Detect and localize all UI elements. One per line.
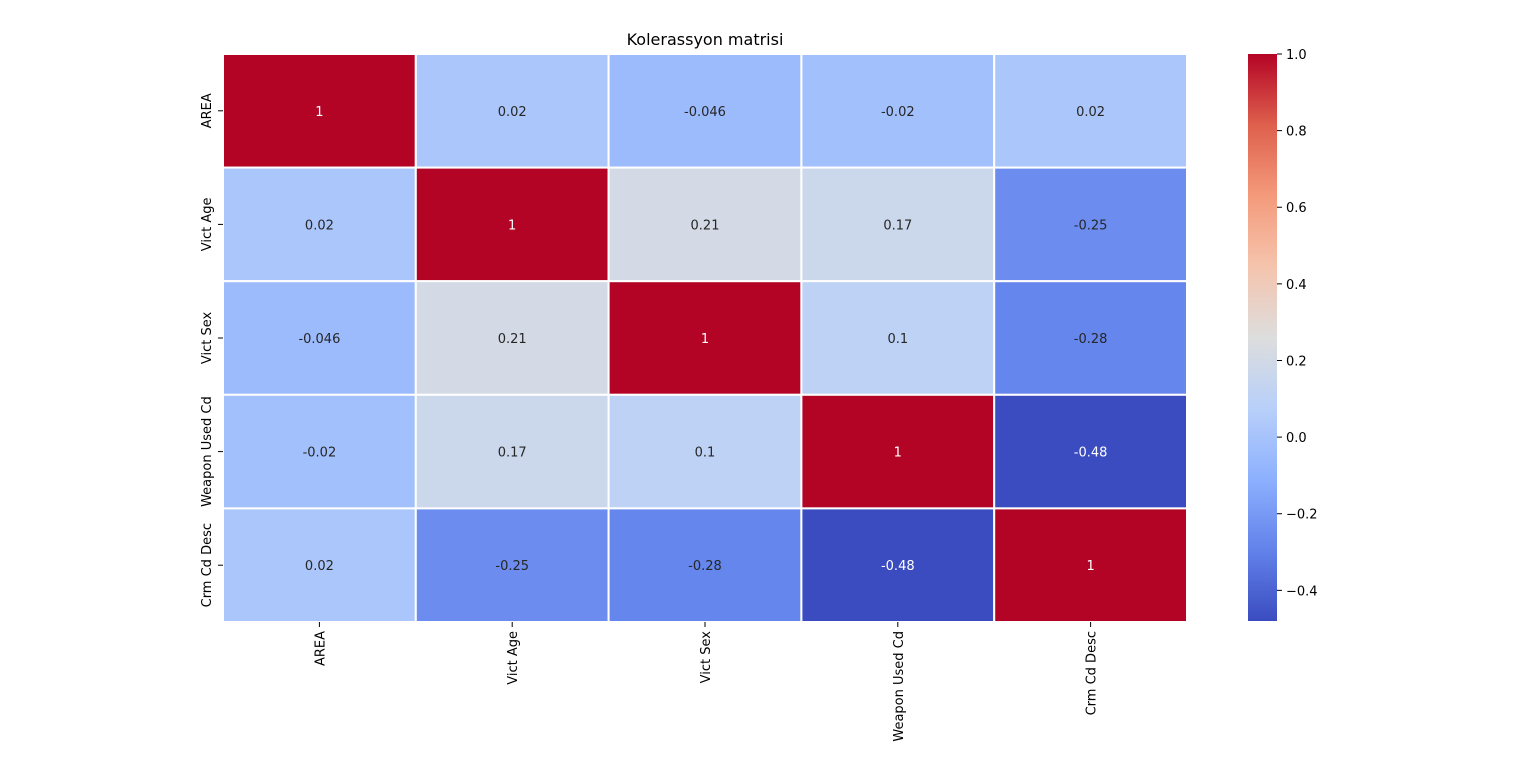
row-label: Crm Cd Desc [200, 523, 215, 607]
cell-annotation: -0.48 [881, 559, 915, 574]
colorbar-tick-label: 0.0 [1286, 431, 1307, 446]
cell-annotation: -0.28 [1074, 332, 1108, 347]
cell-annotation: 0.02 [1076, 105, 1105, 120]
cell-annotation: 1 [894, 446, 902, 461]
chart-title: Kolerassyon matrisi [627, 30, 784, 49]
colorbar-tick-label: −0.2 [1286, 508, 1318, 523]
cell-annotation: -0.046 [684, 105, 726, 120]
cell-annotation: -0.48 [1074, 446, 1108, 461]
row-label: AREA [200, 93, 215, 128]
heatmap-cell [414, 393, 610, 510]
heatmap-cell [800, 393, 996, 510]
row-label: Vict Age [200, 198, 215, 252]
column-label: Weapon Used Cd [892, 631, 907, 742]
colorbar [1248, 54, 1277, 621]
heatmap-cell [414, 53, 610, 169]
row-label: Weapon Used Cd [200, 396, 215, 507]
heatmap-cell [607, 166, 803, 283]
cell-annotation: 1 [508, 218, 516, 233]
cell-annotation: 1 [1086, 559, 1094, 574]
cell-annotation: -0.046 [298, 332, 340, 347]
cell-annotation: 1 [315, 105, 323, 120]
column-label: AREA [313, 631, 328, 666]
colorbar-tick-label: 0.4 [1286, 278, 1307, 293]
cell-annotation: 0.02 [498, 105, 527, 120]
heatmap-cell [222, 53, 417, 169]
cell-annotation: 0.21 [691, 218, 720, 233]
heatmap-cell [222, 507, 417, 623]
heatmap-cell [607, 53, 803, 169]
cell-annotation: 0.17 [498, 446, 527, 461]
heatmap-cell [993, 280, 1189, 396]
colorbar-tick-label: −0.4 [1286, 584, 1318, 599]
colorbar-ticks: −0.4 −0.2 0.0 0.2 0.4 0.6 0.8 1.0 [1277, 48, 1318, 599]
heatmap-cell [993, 166, 1189, 283]
cell-annotation: 0.17 [883, 218, 912, 233]
cell-annotation: -0.25 [1074, 218, 1108, 233]
colorbar-tick-label: 1.0 [1286, 48, 1307, 63]
heatmap-cell [993, 507, 1189, 623]
cell-annotation: -0.25 [495, 559, 529, 574]
heatmap-cell [222, 166, 417, 283]
heatmap-cell [414, 280, 610, 396]
cell-annotation: -0.28 [688, 559, 722, 574]
cell-annotation: 0.1 [695, 446, 716, 461]
heatmap-cell [800, 280, 996, 396]
cell-annotation: 0.02 [305, 218, 334, 233]
column-label: Vict Sex [699, 631, 714, 684]
column-label: Vict Age [506, 631, 521, 685]
cell-annotation: 0.02 [305, 559, 334, 574]
heatmap-cell [607, 507, 803, 623]
heatmap-cell [414, 507, 610, 623]
row-label: Vict Sex [200, 312, 215, 365]
cell-annotation: 0.1 [887, 332, 908, 347]
heatmap-cell [607, 393, 803, 510]
row-labels: AREA Vict Age Vict Sex Weapon Used Cd Crm Cd… [200, 93, 223, 607]
cell-annotation: -0.02 [881, 105, 915, 120]
heatmap-cell [800, 53, 996, 169]
heatmap-cells [222, 53, 1189, 623]
column-label: Crm Cd Desc [1085, 631, 1100, 715]
heatmap-cell [993, 393, 1189, 510]
cell-annotation: 1 [701, 332, 709, 347]
cell-annotation: 0.21 [498, 332, 527, 347]
colorbar-tick-label: 0.6 [1286, 201, 1307, 216]
column-labels: AREA Vict Age Vict Sex Weapon Used Cd Crm Cd… [313, 622, 1100, 742]
cell-annotation: -0.02 [303, 446, 337, 461]
heatmap-annotations: 1 0.02 -0.046 -0.02 0.02 0.02 1 0.21 0.17 -0.25 -0… [298, 105, 1107, 574]
colorbar-tick-label: 0.2 [1286, 354, 1307, 369]
colorbar-tick-label: 0.8 [1286, 125, 1307, 140]
